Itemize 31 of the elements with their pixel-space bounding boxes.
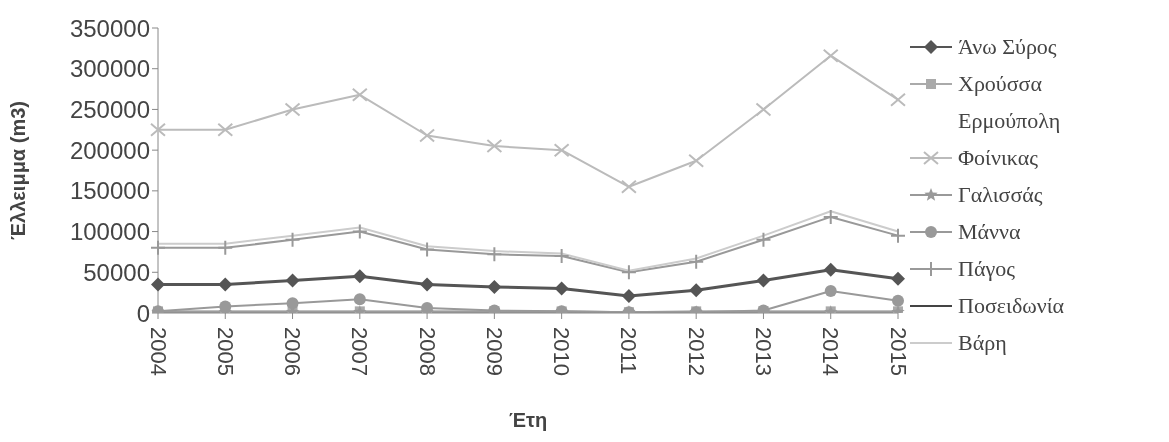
x-tick-label: 2012 xyxy=(683,327,709,376)
text: Ερμούπολη xyxy=(958,107,1061,134)
x-tick-label: 2008 xyxy=(414,327,440,376)
x-tick-label: 2013 xyxy=(750,327,776,376)
legend-label: Βάρη xyxy=(958,329,1007,356)
x-tick-label: 2015 xyxy=(885,327,911,376)
x-tick-label: 2011 xyxy=(616,327,642,375)
legend-label: Ποσειδωνία xyxy=(958,292,1065,319)
x-tick-label: 2014 xyxy=(818,327,844,376)
legend-label: Άνω Σύρος xyxy=(958,33,1057,60)
legend-label: Μάννα xyxy=(958,218,1021,245)
x-axis-title: Έτη xyxy=(508,409,548,431)
legend-label: Φοίνικας xyxy=(958,144,1038,171)
y-tick-label: 100000 xyxy=(69,218,150,246)
y-axis-title: Έλλειμμα (m3) xyxy=(7,101,30,240)
y-tick-label: 350000 xyxy=(69,14,150,42)
y-tick-label: 150000 xyxy=(69,177,150,205)
x-tick-label: 2004 xyxy=(145,327,171,376)
x-tick-label: 2005 xyxy=(212,327,238,376)
legend-label: Γαλισσάς xyxy=(958,181,1043,208)
legend-label: Χρούσσα xyxy=(958,70,1043,97)
y-tick-label: 50000 xyxy=(83,258,150,286)
y-tick-label: 300000 xyxy=(69,55,150,83)
x-tick-label: 2007 xyxy=(347,327,373,376)
y-tick-label: 250000 xyxy=(69,95,150,123)
x-tick-label: 2009 xyxy=(481,327,507,376)
legend-label: Πάγος xyxy=(958,255,1015,282)
y-tick-label: 0 xyxy=(136,299,150,327)
y-tick-label: 200000 xyxy=(69,136,150,164)
x-tick-label: 2006 xyxy=(280,327,306,376)
x-tick-label: 2010 xyxy=(549,327,575,376)
